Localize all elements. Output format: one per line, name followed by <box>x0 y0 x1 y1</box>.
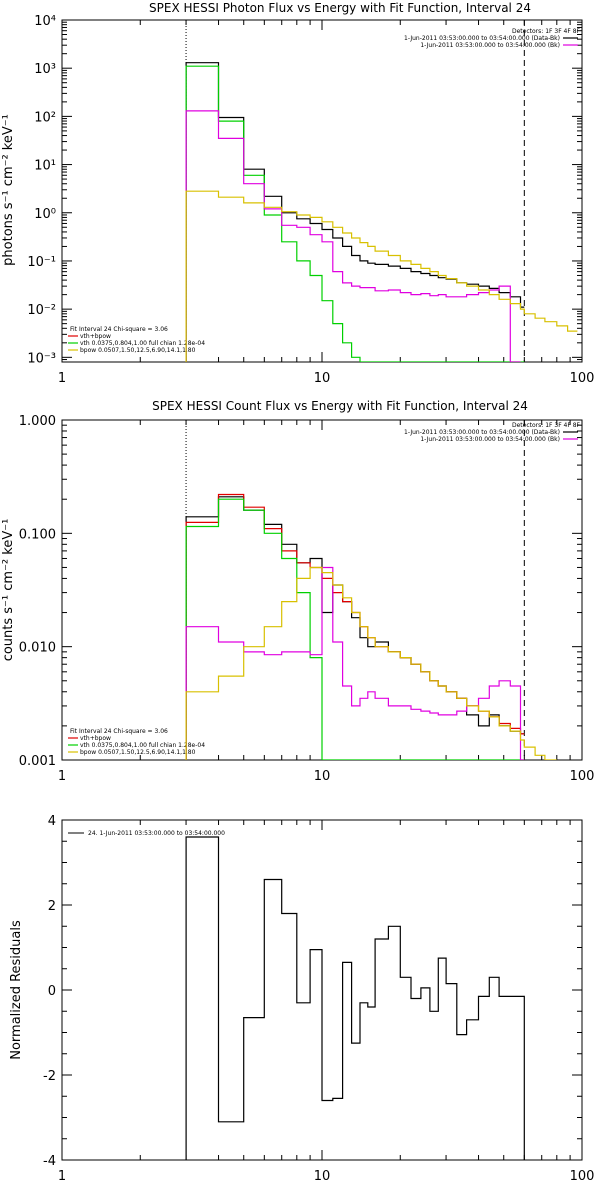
panel2-legend-bpow: bpow 0.0507,1.50,12.5,6.90,14.1,1.80 <box>80 749 196 756</box>
panel2-legend-databk: 1-Jun-2011 03:53:00.000 to 03:54:00.000 … <box>404 429 560 436</box>
panel1-legend-bk: 1-Jun-2011 03:53:00.000 to 03:54:00.000 … <box>420 42 560 49</box>
y-tick-label: 0.100 <box>19 527 56 542</box>
panel2-legend-vth: vth 0.0375,0.804,1.00 full chian 1.28e-0… <box>80 742 205 749</box>
panel2-ylabel: counts s⁻¹ cm⁻² keV⁻¹ <box>1 519 16 662</box>
series-data <box>185 496 525 760</box>
panel3-ylabel: Normalized Residuals <box>9 920 24 1060</box>
residuals-panel: Normalized Residuals 24. 1-Jun-2011 03:5… <box>9 814 594 1184</box>
panel2-legend-total: vth+bpow <box>80 735 111 742</box>
panel1-legend-vth: vth 0.0375,0.804,1.00 full chian 1.28e-0… <box>80 340 205 347</box>
x-tick-label: 10 <box>314 769 331 784</box>
photon-flux-panel: SPEX HESSI Photon Flux vs Energy with Fi… <box>1 1 594 386</box>
y-tick-label: 10⁴ <box>34 14 56 29</box>
y-tick-label: 10⁻³ <box>27 351 56 366</box>
x-tick-label: 10 <box>314 1169 331 1184</box>
series-group <box>185 493 557 760</box>
x-tick-label: 100 <box>570 1169 595 1184</box>
panel2-title: SPEX HESSI Count Flux vs Energy with Fit… <box>152 399 528 413</box>
series-group <box>185 62 578 362</box>
x-tick-label: 100 <box>570 769 595 784</box>
series-group <box>185 836 525 1160</box>
series-bpow <box>185 566 557 760</box>
y-tick-label: 10¹ <box>34 159 56 174</box>
x-tick-label: 100 <box>570 371 595 386</box>
y-tick-label: 4 <box>48 814 56 829</box>
x-tick-label: 1 <box>58 769 66 784</box>
plot-frame <box>61 19 583 363</box>
y-tick-label: -2 <box>43 1069 56 1084</box>
series-vth <box>185 498 525 760</box>
y-tick-label: 10⁻² <box>27 303 56 318</box>
x-tick-label: 1 <box>58 371 66 386</box>
panel2-legend-bk: 1-Jun-2011 03:53:00.000 to 03:54:00.000 … <box>420 436 560 443</box>
series-bpow <box>185 190 578 362</box>
y-tick-label: 0.010 <box>19 641 56 656</box>
count-flux-panel: SPEX HESSI Count Flux vs Energy with Fit… <box>1 399 594 784</box>
x-tick-label: 1 <box>58 1169 66 1184</box>
series-bk <box>185 110 521 362</box>
y-tick-label: 10² <box>34 110 56 125</box>
panel1-legend-fit: Fit Interval 24 Chi-square = 3.06 <box>70 326 168 333</box>
panel2-legend-detectors: Detectors: 1F 3F 4F 8F <box>512 422 581 429</box>
panel3-legend: 24. 1-Jun-2011 03:53:00.000 to 03:54:00.… <box>88 830 225 837</box>
y-tick-label: 10³ <box>34 62 56 77</box>
series-vth <box>185 65 525 362</box>
y-tick-label: -4 <box>43 1154 56 1169</box>
panel1-ylabel: photons s⁻¹ cm⁻² keV⁻¹ <box>1 114 16 266</box>
panel1-legend-detectors: Detectors: 1F 3F 4F 8F <box>512 28 581 35</box>
y-tick-label: 0.001 <box>19 754 56 769</box>
panel1-legend-databk: 1-Jun-2011 03:53:00.000 to 03:54:00.000 … <box>404 35 560 42</box>
x-tick-label: 10 <box>314 371 331 386</box>
y-tick-label: 1.000 <box>19 414 56 429</box>
y-tick-label: 0 <box>48 984 56 999</box>
panel2-legend-fit: Fit Interval 24 Chi-square = 3.06 <box>70 728 168 735</box>
series-residuals <box>185 836 525 1160</box>
series-data <box>185 62 525 362</box>
series-bk <box>185 566 525 760</box>
y-tick-label: 10⁻¹ <box>27 255 56 270</box>
y-tick-label: 2 <box>48 899 56 914</box>
panel1-legend-total: vth+bpow <box>80 333 111 340</box>
y-tick-label: 10⁰ <box>34 207 56 222</box>
series-total <box>185 493 525 760</box>
panel1-title: SPEX HESSI Photon Flux vs Energy with Fi… <box>149 1 531 15</box>
panel1-legend-bpow: bpow 0.0507,1.50,12.5,6.90,14.1,1.80 <box>80 347 196 354</box>
